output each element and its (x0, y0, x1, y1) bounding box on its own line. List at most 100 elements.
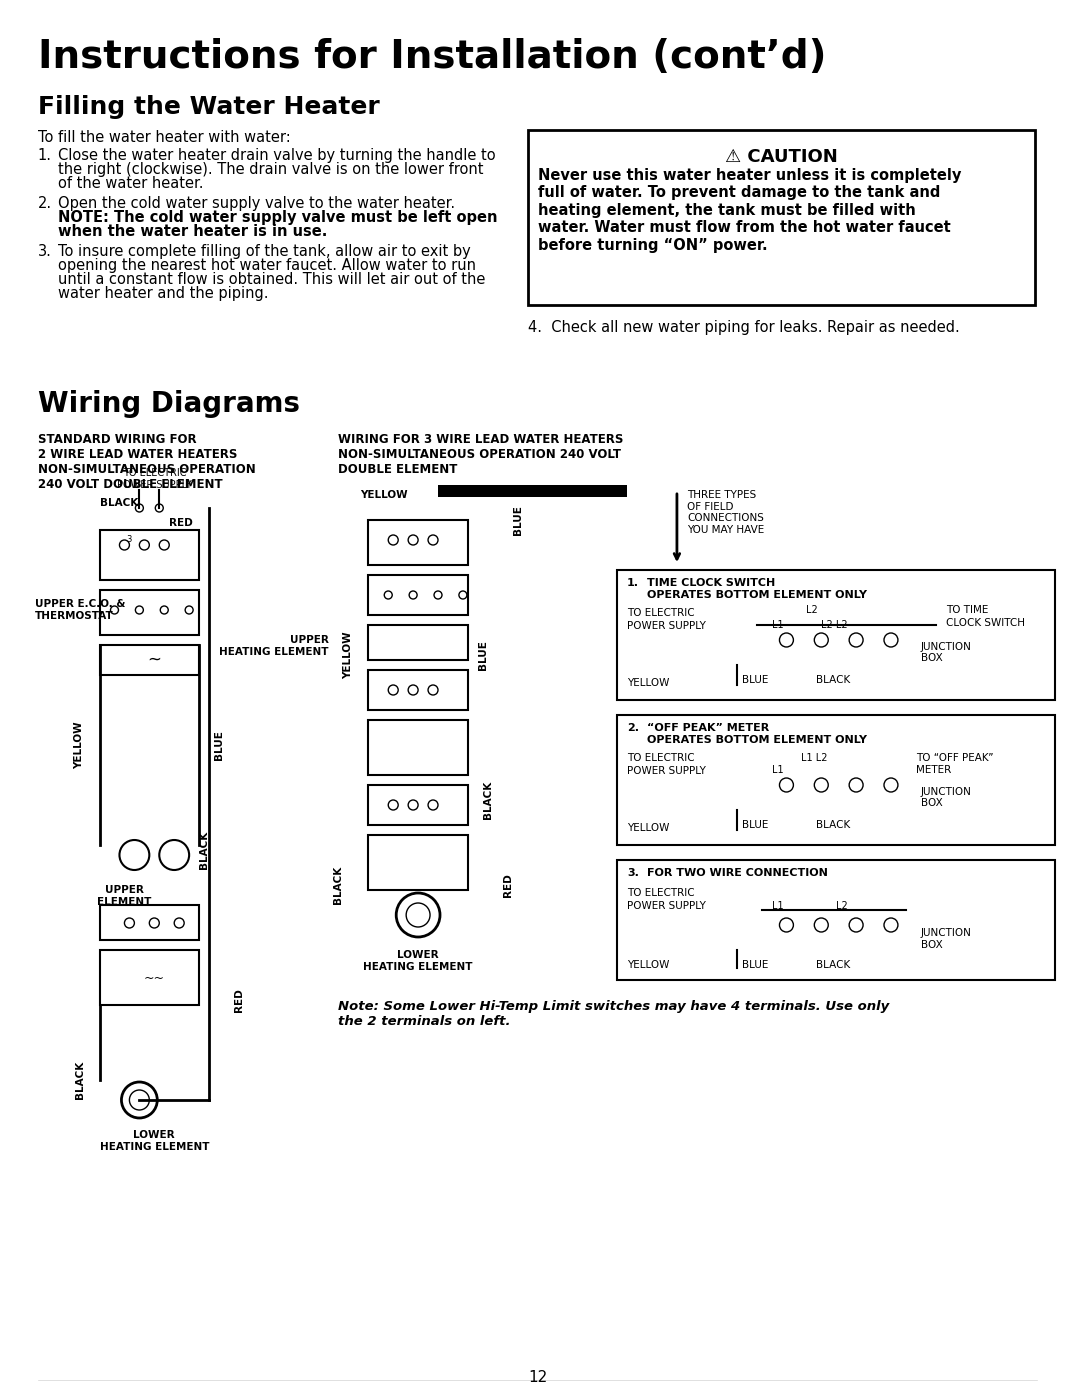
Text: TIME CLOCK SWITCH: TIME CLOCK SWITCH (647, 578, 775, 588)
Text: UPPER E.C.O. &
THERMOSTAT: UPPER E.C.O. & THERMOSTAT (35, 599, 125, 620)
Text: until a constant flow is obtained. This will let air out of the: until a constant flow is obtained. This … (57, 272, 485, 286)
Bar (368, 835, 468, 890)
Text: LOWER
HEATING ELEMENT: LOWER HEATING ELEMENT (363, 950, 473, 971)
Text: STANDARD WIRING FOR
2 WIRE LEAD WATER HEATERS
NON-SIMULTANEOUS OPERATION
240 VOL: STANDARD WIRING FOR 2 WIRE LEAD WATER HE… (38, 433, 256, 490)
Text: 3: 3 (126, 535, 132, 543)
Text: 2.: 2. (627, 724, 639, 733)
Text: LOWER
HEATING ELEMENT: LOWER HEATING ELEMENT (99, 1130, 210, 1151)
Text: POWER SUPPLY: POWER SUPPLY (627, 901, 706, 911)
Text: water heater and the piping.: water heater and the piping. (57, 286, 268, 300)
Text: OPERATES BOTTOM ELEMENT ONLY: OPERATES BOTTOM ELEMENT ONLY (647, 735, 867, 745)
Text: BOX: BOX (921, 652, 943, 664)
Text: BLUE: BLUE (742, 960, 768, 970)
Text: Close the water heater drain valve by turning the handle to: Close the water heater drain valve by tu… (57, 148, 496, 163)
Text: YELLOW: YELLOW (627, 960, 670, 970)
Bar (99, 645, 199, 675)
Bar (368, 785, 468, 826)
Text: BLUE: BLUE (513, 506, 523, 535)
Text: TO ELECTRIC: TO ELECTRIC (627, 888, 694, 898)
Text: JUNCTION: JUNCTION (921, 787, 972, 798)
Text: TO ELECTRIC: TO ELECTRIC (627, 753, 694, 763)
Text: ~~: ~~ (144, 971, 165, 985)
Text: 3.: 3. (38, 244, 52, 258)
Text: 2.: 2. (38, 196, 52, 211)
Text: YELLOW: YELLOW (75, 721, 84, 768)
Text: L1: L1 (771, 620, 783, 630)
Text: BLACK: BLACK (816, 820, 851, 830)
Text: NOTE: The cold water supply valve must be left open: NOTE: The cold water supply valve must b… (57, 210, 497, 225)
Text: L1: L1 (771, 901, 783, 911)
Text: TO “OFF PEAK”: TO “OFF PEAK” (916, 753, 994, 763)
Text: L2: L2 (807, 605, 818, 615)
Text: TO TIME: TO TIME (946, 605, 988, 615)
Text: L2 L2: L2 L2 (821, 620, 848, 630)
Text: UPPER
ELEMENT: UPPER ELEMENT (97, 886, 151, 907)
Text: BLUE: BLUE (742, 675, 768, 685)
Bar (368, 624, 468, 659)
Text: RED: RED (234, 988, 244, 1011)
Text: RED: RED (502, 873, 513, 897)
Text: Filling the Water Heater: Filling the Water Heater (38, 95, 379, 119)
Bar (617, 861, 1055, 981)
Text: WIRING FOR 3 WIRE LEAD WATER HEATERS
NON-SIMULTANEOUS OPERATION 240 VOLT
DOUBLE : WIRING FOR 3 WIRE LEAD WATER HEATERS NON… (338, 433, 624, 476)
Text: 1.: 1. (627, 578, 639, 588)
Bar (528, 130, 1036, 305)
Text: CLOCK SWITCH: CLOCK SWITCH (946, 617, 1025, 629)
Text: BLUE: BLUE (214, 731, 224, 760)
Bar (99, 905, 199, 940)
Text: BLACK: BLACK (334, 866, 343, 904)
Text: L1 L2: L1 L2 (801, 753, 828, 763)
Text: METER: METER (916, 766, 951, 775)
Bar (368, 671, 468, 710)
Text: FOR TWO WIRE CONNECTION: FOR TWO WIRE CONNECTION (647, 868, 828, 877)
Text: 3.: 3. (627, 868, 639, 877)
Text: TO ELECTRIC: TO ELECTRIC (627, 608, 694, 617)
Bar (368, 520, 468, 564)
Bar (368, 719, 468, 775)
Text: 12: 12 (528, 1370, 548, 1384)
Text: opening the nearest hot water faucet. Allow water to run: opening the nearest hot water faucet. Al… (57, 258, 475, 272)
Text: Open the cold water supply valve to the water heater.: Open the cold water supply valve to the … (57, 196, 455, 211)
Text: 1.: 1. (38, 148, 52, 163)
Text: BLACK: BLACK (99, 497, 138, 509)
Text: BLACK: BLACK (816, 960, 851, 970)
Text: RED: RED (170, 518, 193, 528)
Text: of the water heater.: of the water heater. (57, 176, 203, 191)
Bar (368, 576, 468, 615)
Text: YELLOW: YELLOW (627, 823, 670, 833)
Bar (99, 950, 199, 1004)
Text: Instructions for Installation (cont’d): Instructions for Installation (cont’d) (38, 38, 826, 75)
Text: TO ELECTRIC
POWER SUPPLY: TO ELECTRIC POWER SUPPLY (117, 468, 191, 490)
Text: BLACK: BLACK (816, 675, 851, 685)
Text: JUNCTION: JUNCTION (921, 643, 972, 652)
Text: POWER SUPPLY: POWER SUPPLY (627, 622, 706, 631)
Text: POWER SUPPLY: POWER SUPPLY (627, 766, 706, 775)
Text: BOX: BOX (921, 940, 943, 950)
Text: YELLOW: YELLOW (361, 490, 408, 500)
Bar (617, 715, 1055, 845)
Text: L1: L1 (771, 766, 783, 775)
Text: BLACK: BLACK (199, 831, 210, 869)
Text: JUNCTION: JUNCTION (921, 928, 972, 937)
Text: when the water heater is in use.: when the water heater is in use. (57, 224, 327, 239)
Text: “OFF PEAK” METER: “OFF PEAK” METER (647, 724, 769, 733)
Text: the right (clockwise). The drain valve is on the lower front: the right (clockwise). The drain valve i… (57, 162, 483, 177)
Text: OPERATES BOTTOM ELEMENT ONLY: OPERATES BOTTOM ELEMENT ONLY (647, 590, 867, 599)
Text: To fill the water heater with water:: To fill the water heater with water: (38, 130, 291, 145)
Bar (99, 590, 199, 636)
Text: L2: L2 (836, 901, 848, 911)
Text: To insure complete filling of the tank, allow air to exit by: To insure complete filling of the tank, … (57, 244, 471, 258)
Bar (617, 570, 1055, 700)
Text: YELLOW: YELLOW (627, 678, 670, 687)
Text: ~: ~ (147, 651, 161, 669)
Text: THREE TYPES
OF FIELD
CONNECTIONS
YOU MAY HAVE: THREE TYPES OF FIELD CONNECTIONS YOU MAY… (687, 490, 765, 535)
Text: BLUE: BLUE (477, 640, 488, 671)
Text: BLUE: BLUE (742, 820, 768, 830)
Text: 4.  Check all new water piping for leaks. Repair as needed.: 4. Check all new water piping for leaks.… (528, 320, 959, 335)
Text: BLACK: BLACK (75, 1060, 84, 1099)
Text: ⚠ CAUTION: ⚠ CAUTION (725, 148, 838, 166)
Text: UPPER
HEATING ELEMENT: UPPER HEATING ELEMENT (219, 636, 328, 657)
Text: Note: Some Lower Hi-Temp Limit switches may have 4 terminals. Use only
the 2 ter: Note: Some Lower Hi-Temp Limit switches … (338, 1000, 890, 1028)
Text: YELLOW: YELLOW (343, 631, 353, 679)
Text: Wiring Diagrams: Wiring Diagrams (38, 390, 300, 418)
